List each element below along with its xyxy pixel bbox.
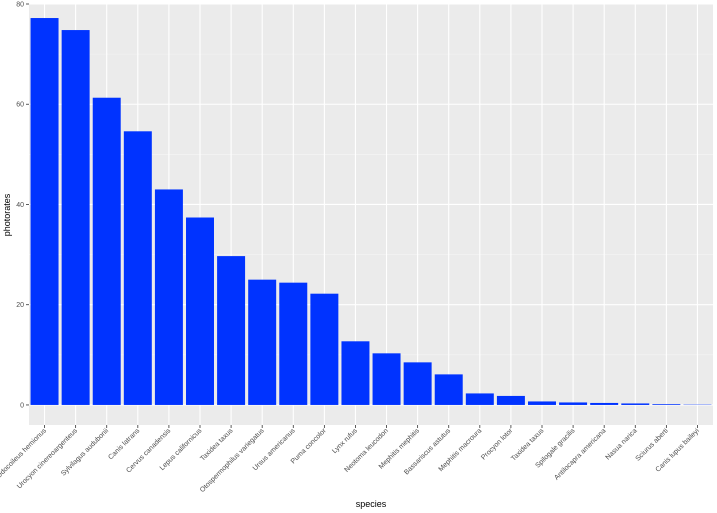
x-tick-label: Odocoileus hemionus [0,427,48,480]
bar [92,97,121,405]
bar [154,189,183,405]
bar [403,362,432,405]
bar [217,256,246,405]
y-tick-label: 60 [16,102,24,109]
bar [465,393,494,405]
bar [621,403,650,405]
bar [528,401,556,405]
bar [310,293,339,405]
bar [341,341,370,405]
y-tick-label: 80 [16,2,24,9]
bar [279,282,308,405]
bar [372,353,401,405]
x-tick-label: Antilocapra americana [553,427,607,481]
y-axis-title: photorates [2,193,12,236]
bar [652,404,681,405]
y-tick-label: 40 [16,202,24,209]
x-tick-label: Canis latrans [107,427,141,461]
y-tick-label: 0 [20,402,24,409]
y-axis: 0 20 40 60 80 [16,2,29,409]
bar [123,131,152,405]
bar [434,374,463,405]
bar [186,217,214,405]
x-tick-label: Procyon lotor [480,427,515,462]
bar [496,395,525,405]
x-tick-label: Nasua narica [605,427,639,461]
bars [30,18,712,406]
bar [61,30,90,405]
bar [590,402,619,405]
bar [30,18,59,405]
y-tick-label: 20 [16,302,24,309]
x-tick-label: Otospermophilus variegatus [199,427,266,494]
x-tick-label: Lynx rufus [331,427,359,455]
x-axis-title: species [356,499,387,509]
bar [248,279,277,405]
bar [559,402,588,405]
x-tick-label: Urocyon cinereoargenteus [16,427,79,490]
